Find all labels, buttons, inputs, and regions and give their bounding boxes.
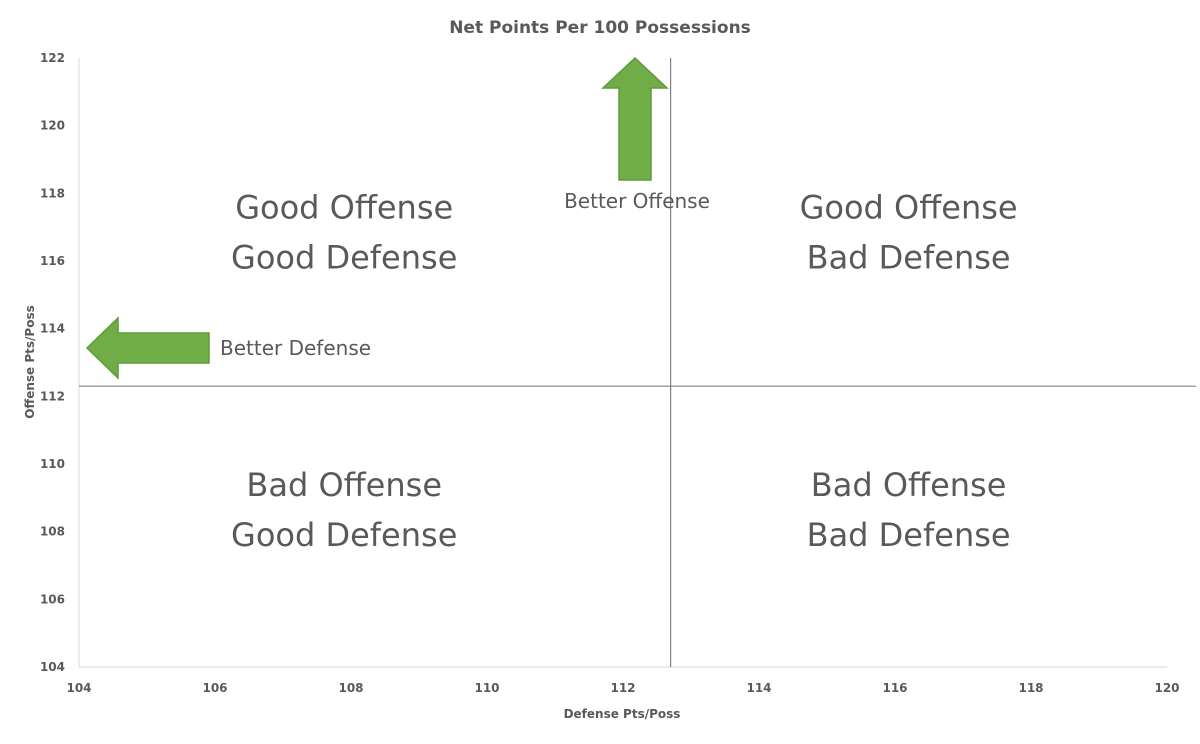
quadrant-label: Bad Defense — [807, 516, 1011, 554]
quadrant-label: Good Offense — [235, 189, 453, 227]
x-tick-label: 120 — [1154, 681, 1179, 695]
y-tick-label: 114 — [40, 322, 65, 336]
chart-title: Net Points Per 100 Possessions — [449, 18, 751, 38]
better-offense-label: Better Offense — [564, 189, 710, 213]
y-tick-label: 110 — [40, 457, 65, 471]
quadrant-label: Bad Offense — [246, 466, 442, 504]
quadrant-label: Good Defense — [231, 239, 457, 277]
y-tick-label: 116 — [40, 254, 65, 268]
x-tick-labels: 104 106 108 110 112 114 116 118 120 — [66, 681, 1179, 695]
x-tick-label: 114 — [746, 681, 771, 695]
y-tick-label: 108 — [40, 525, 65, 539]
quadrant-label: Bad Defense — [807, 239, 1011, 277]
quadrant-label: Bad Offense — [811, 466, 1007, 504]
y-tick-label: 122 — [40, 51, 65, 65]
x-tick-label: 108 — [338, 681, 363, 695]
x-tick-label: 110 — [474, 681, 499, 695]
y-tick-label: 112 — [40, 389, 65, 403]
y-tick-label: 104 — [40, 660, 65, 674]
plot-area — [78, 58, 1196, 668]
quadrant-labels: Good Offense Good Defense Good Offense Bad … — [231, 189, 1018, 554]
x-tick-label: 118 — [1018, 681, 1043, 695]
y-tick-label: 120 — [40, 119, 65, 133]
up-arrow-icon — [601, 56, 669, 181]
y-tick-labels: 104 106 108 110 112 114 116 118 120 122 — [40, 51, 65, 674]
quadrant-label: Good Defense — [231, 516, 457, 554]
y-axis-title: Offense Pts/Poss — [23, 305, 37, 418]
left-arrow-icon — [85, 316, 210, 380]
quadrant-label: Good Offense — [800, 189, 1018, 227]
x-tick-label: 104 — [66, 681, 91, 695]
x-tick-label: 116 — [882, 681, 907, 695]
x-axis-title: Defense Pts/Poss — [564, 707, 681, 721]
better-offense-annotation: Better Offense — [564, 56, 710, 213]
x-tick-label: 112 — [610, 681, 635, 695]
y-tick-label: 106 — [40, 592, 65, 606]
x-tick-label: 106 — [202, 681, 227, 695]
better-defense-annotation: Better Defense — [85, 316, 371, 380]
better-defense-label: Better Defense — [220, 336, 371, 360]
y-tick-label: 118 — [40, 186, 65, 200]
